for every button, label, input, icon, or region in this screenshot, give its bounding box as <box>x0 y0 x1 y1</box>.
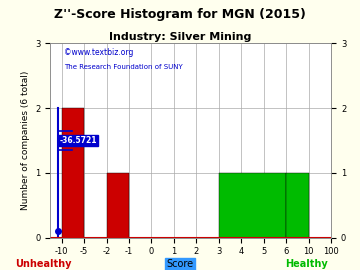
Bar <box>219 173 286 238</box>
Text: -36.5721: -36.5721 <box>59 136 97 145</box>
Text: Z''-Score Histogram for MGN (2015): Z''-Score Histogram for MGN (2015) <box>54 8 306 21</box>
Text: Unhealthy: Unhealthy <box>15 259 71 269</box>
Text: Score: Score <box>166 259 194 269</box>
Text: The Research Foundation of SUNY: The Research Foundation of SUNY <box>64 64 183 70</box>
Bar <box>62 108 84 238</box>
Y-axis label: Number of companies (6 total): Number of companies (6 total) <box>21 71 30 210</box>
Text: ©www.textbiz.org: ©www.textbiz.org <box>64 48 133 58</box>
Text: Industry: Silver Mining: Industry: Silver Mining <box>109 32 251 42</box>
Bar <box>286 173 309 238</box>
Bar <box>107 173 129 238</box>
Text: Healthy: Healthy <box>285 259 327 269</box>
